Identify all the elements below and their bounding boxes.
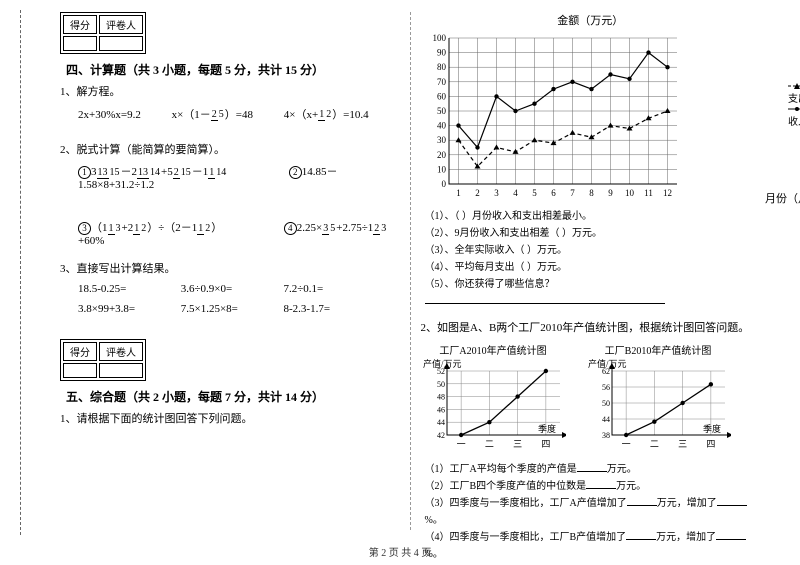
small-charts-row: 工厂A2010年产值统计图 产值/万元424446485052一二三四季度 工厂… [421, 342, 761, 457]
svg-text:4: 4 [513, 188, 518, 198]
svg-text:四: 四 [706, 439, 715, 449]
svg-text:8: 8 [589, 188, 594, 198]
svg-text:52: 52 [437, 367, 445, 376]
svg-text:1: 1 [456, 188, 461, 198]
score-box-4: 得分评卷人 [60, 12, 146, 54]
chart-b: 工厂B2010年产值统计图 产值/万元3844505662一二三四季度 [586, 342, 731, 457]
chart1-xlabel: 月份（月） [765, 190, 800, 206]
svg-text:62: 62 [602, 367, 610, 376]
q4-3-row1: 18.5-0.25= 3.6÷0.9×0= 7.2÷0.1= [78, 283, 400, 295]
score-box-5: 得分评卷人 [60, 339, 146, 381]
svg-text:10: 10 [437, 164, 447, 174]
chart-a: 工厂A2010年产值统计图 产值/万元424446485052一二三四季度 [421, 342, 566, 457]
svg-text:一: 一 [456, 439, 465, 449]
svg-text:48: 48 [437, 392, 445, 401]
svg-text:四: 四 [541, 439, 550, 449]
svg-text:40: 40 [437, 121, 447, 131]
svg-text:季度: 季度 [537, 423, 555, 434]
right-q2-label: 2、如图是A、B两个工厂2010年产值统计图，根据统计图回答问题。 [421, 320, 761, 338]
chart1-legend: 支出 收入 [788, 82, 800, 128]
svg-text:50: 50 [602, 399, 610, 408]
q4-3-label: 3、直接写出计算结果。 [60, 261, 400, 279]
q5-1-label: 1、请根据下面的统计图回答下列问题。 [60, 411, 400, 429]
section-4-title: 四、计算题（共 3 小题，每题 5 分，共计 15 分） [66, 61, 324, 78]
q4-2-row1: 131315－21314+5215－1114 214.85－1.58×8+31.… [78, 163, 400, 191]
svg-text:30: 30 [437, 135, 447, 145]
svg-text:90: 90 [437, 48, 447, 58]
svg-text:3: 3 [494, 188, 499, 198]
q4-1-label: 1、解方程。 [60, 84, 400, 102]
chart1-title: 金额（万元） [421, 12, 761, 28]
svg-text:6: 6 [551, 188, 556, 198]
q4-3-row2: 3.8×99+3.8= 7.5×1.25×8= 8-2.3-1.7= [78, 303, 400, 315]
svg-text:44: 44 [602, 415, 610, 424]
svg-text:一: 一 [621, 439, 630, 449]
svg-text:季度: 季度 [702, 423, 720, 434]
svg-text:5: 5 [532, 188, 537, 198]
svg-text:20: 20 [437, 150, 447, 160]
svg-text:100: 100 [432, 33, 446, 43]
svg-text:50: 50 [437, 379, 445, 388]
svg-text:三: 三 [678, 439, 687, 449]
svg-text:60: 60 [437, 91, 447, 101]
svg-text:10: 10 [625, 188, 635, 198]
svg-text:38: 38 [602, 431, 610, 440]
svg-text:二: 二 [484, 439, 493, 449]
svg-text:0: 0 [441, 179, 446, 189]
svg-text:二: 二 [649, 439, 658, 449]
svg-text:三: 三 [513, 439, 522, 449]
left-column: 得分评卷人 四、计算题（共 3 小题，每题 5 分，共计 15 分） 1、解方程… [50, 12, 411, 530]
svg-text:12: 12 [663, 188, 672, 198]
svg-text:70: 70 [437, 77, 447, 87]
q4-2-row2: 3（113+212）÷（2－112） 42.25×35+2.75÷123+60% [78, 219, 400, 247]
q4-1-equations: 2x+30%x=9.2 x×（1－25）=48 4×（x+12）=10.4 [78, 106, 400, 122]
svg-text:42: 42 [437, 431, 445, 440]
svg-text:50: 50 [437, 106, 447, 116]
svg-text:7: 7 [570, 188, 575, 198]
page-footer: 第 2 页 共 4 页 [0, 544, 800, 559]
chart1: 0102030405060708090100123456789101112 支出… [421, 32, 761, 202]
svg-text:9: 9 [608, 188, 613, 198]
chart1-questions: （1）、（ ）月份收入和支出相差最小。 （2）、9月份收入和支出相差（ ）万元。… [425, 208, 761, 310]
svg-text:44: 44 [437, 418, 445, 427]
svg-text:80: 80 [437, 62, 447, 72]
svg-text:2: 2 [475, 188, 480, 198]
svg-text:56: 56 [602, 383, 610, 392]
section-5-title: 五、综合题（共 2 小题，每题 7 分，共计 14 分） [66, 388, 324, 405]
right-column: 金额（万元） 010203040506070809010012345678910… [411, 12, 771, 530]
q4-2-label: 2、脱式计算（能简算的要简算）。 [60, 142, 400, 160]
svg-text:46: 46 [437, 405, 445, 414]
svg-text:11: 11 [644, 188, 653, 198]
